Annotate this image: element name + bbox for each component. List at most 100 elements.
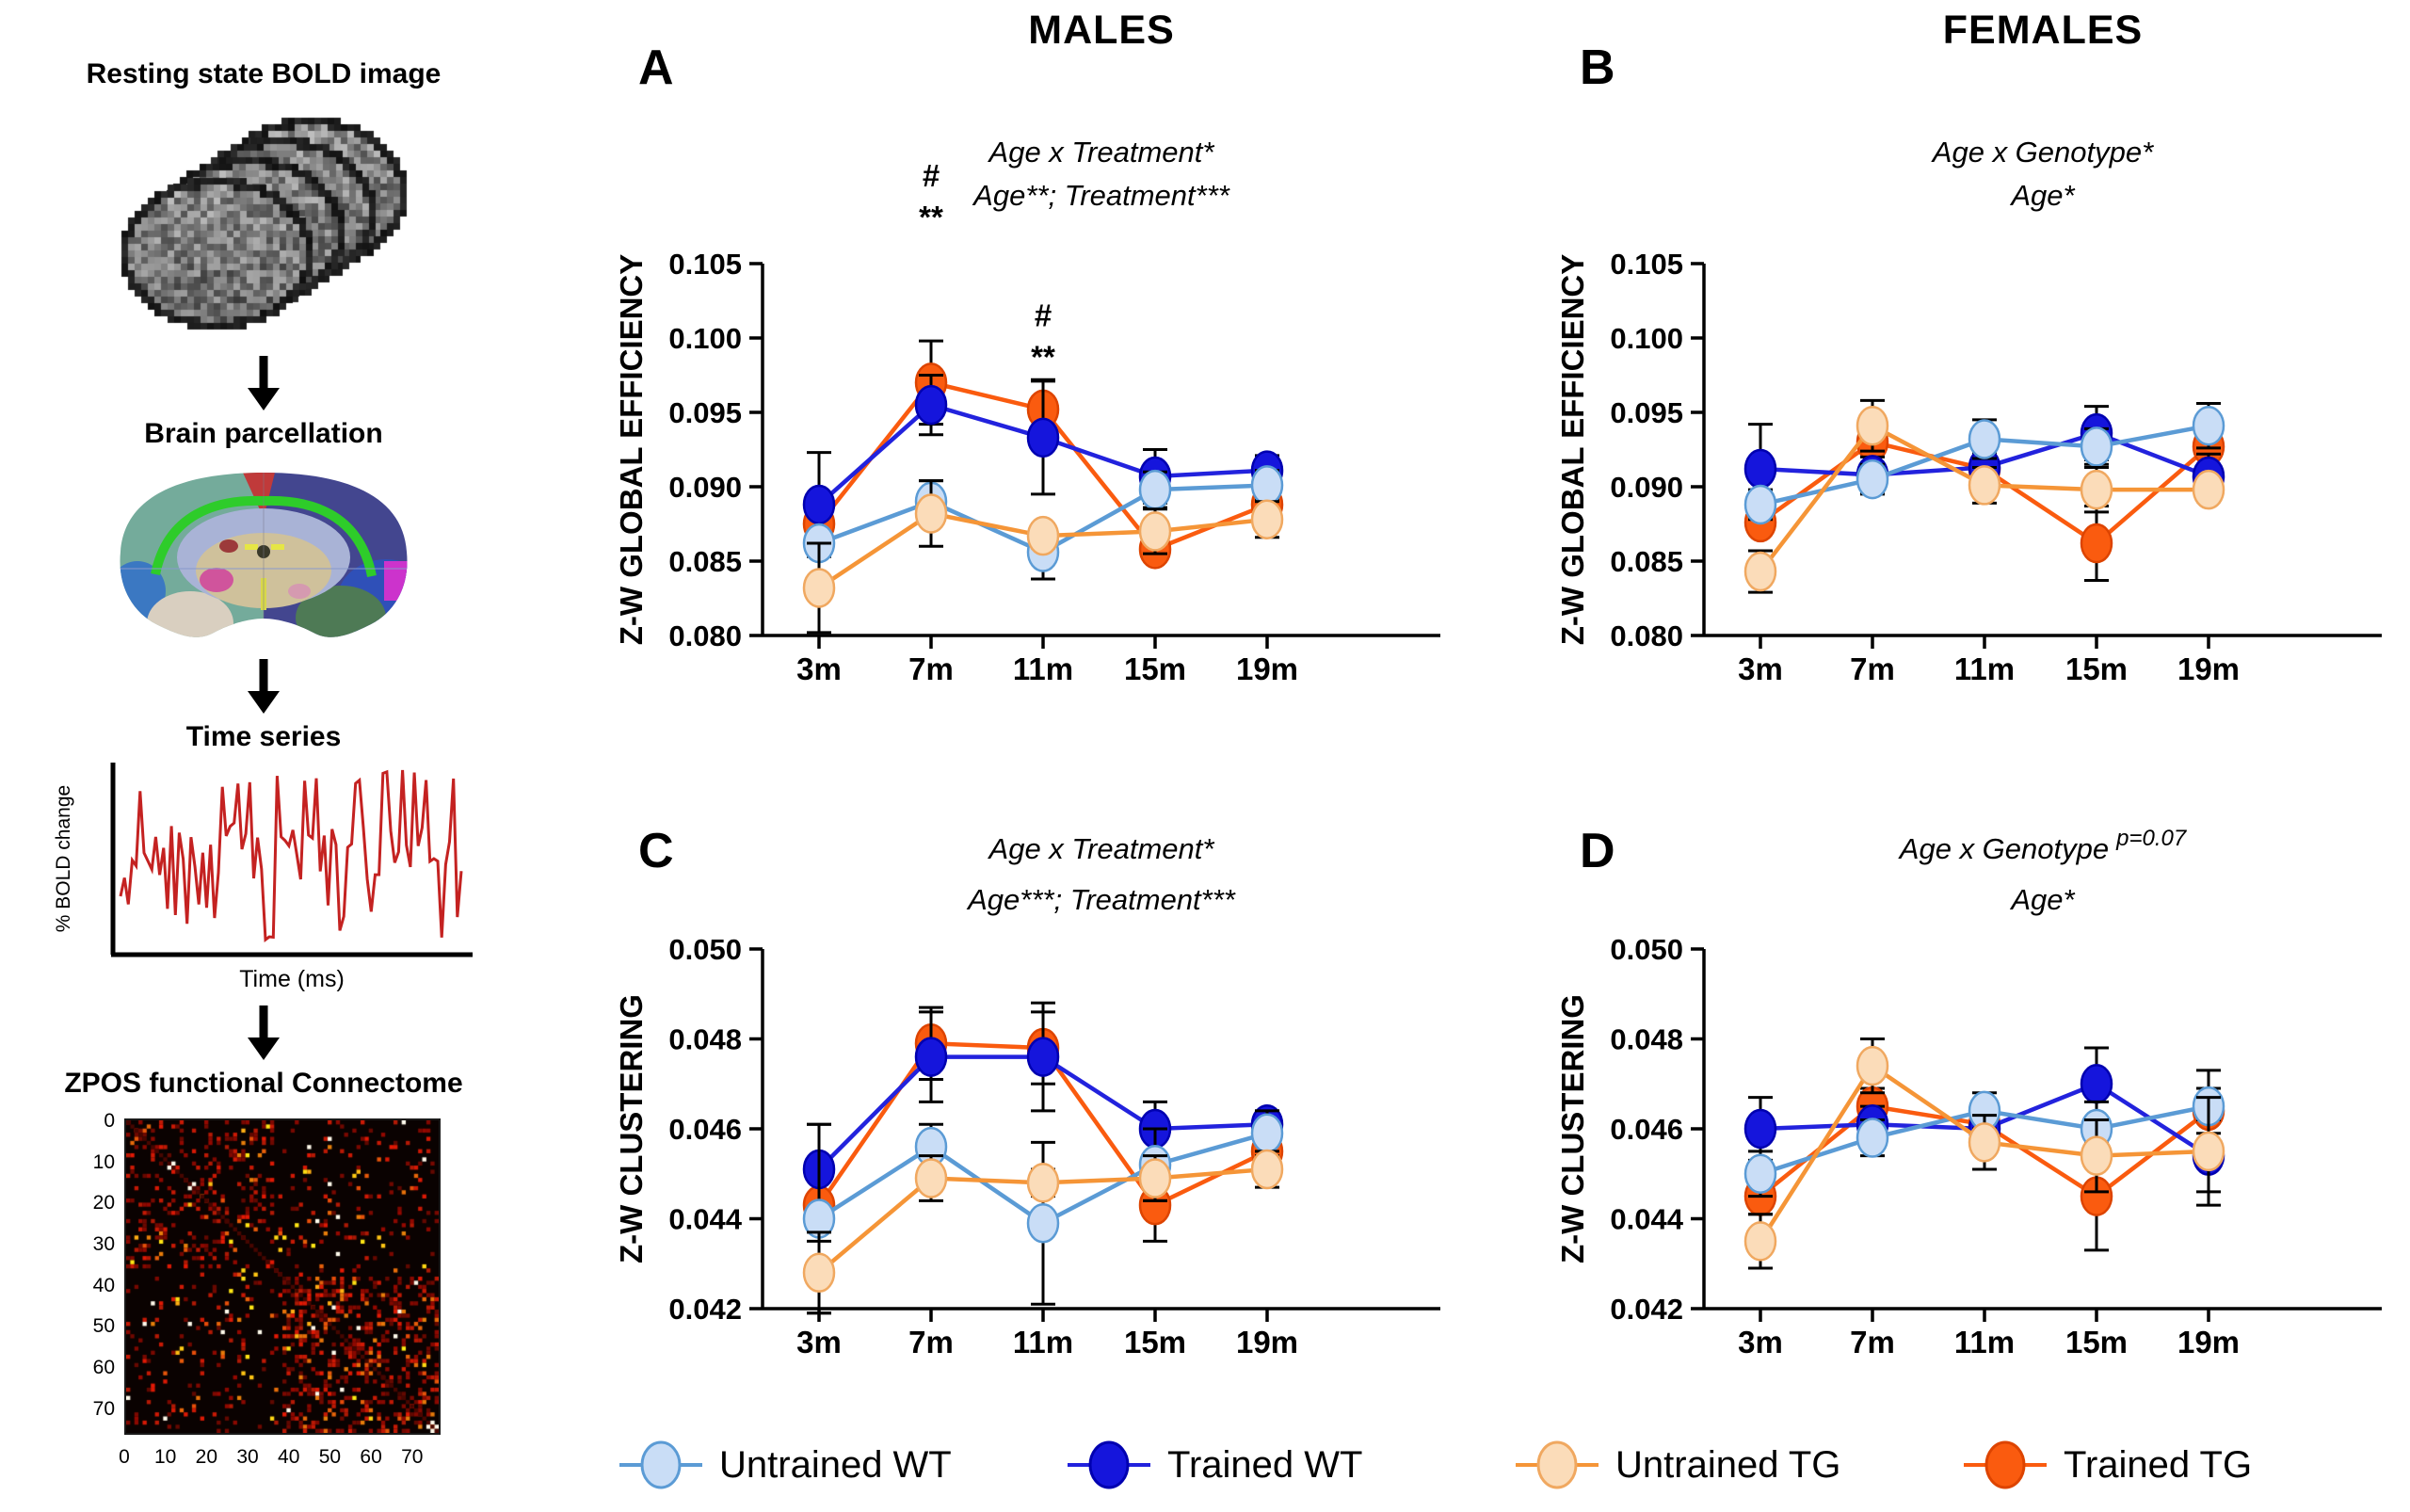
data-point-untrained_wt-19m — [1250, 465, 1284, 506]
legend-item-untrained_tg: Untrained TG — [1514, 1435, 1962, 1495]
data-point-untrained_tg-15m — [2080, 1135, 2113, 1176]
svg-text:0.048: 0.048 — [1610, 1023, 1683, 1056]
data-point-untrained_wt-7m — [1856, 458, 1889, 500]
data-point-untrained_wt-19m — [2192, 405, 2225, 446]
tick-labels: 0.080 0.085 0.090 0.095 0.100 0.105 3m 7m 11m 15m… — [668, 248, 1298, 686]
data-point-untrained_tg-7m — [914, 493, 948, 534]
data-point-untrained_tg-19m — [1250, 1149, 1284, 1190]
svg-text:7m: 7m — [1850, 651, 1895, 686]
svg-text:19m: 19m — [1236, 651, 1298, 686]
connectome-x-tick: 40 — [278, 1446, 300, 1468]
chart-panel-D: Age x Genotype p=0.07Age*0.0420.0440.0460… — [1555, 826, 2382, 1359]
svg-text:3m: 3m — [796, 651, 842, 686]
bold-image-stack — [108, 111, 419, 348]
significance-annotation: # ** — [919, 158, 943, 234]
down-arrow-icon — [248, 356, 280, 410]
data-point-untrained_tg-3m — [1743, 1221, 1777, 1262]
axes — [749, 262, 1440, 649]
svg-text:**: ** — [1031, 339, 1055, 374]
legend-label: Trained TG — [2064, 1443, 2253, 1486]
svg-text:0.105: 0.105 — [1610, 248, 1683, 281]
series-untrained_tg — [802, 1149, 1284, 1315]
connectome-heatmap — [124, 1118, 441, 1435]
svg-text:7m: 7m — [1850, 1325, 1895, 1359]
svg-text:Age x Treatment*: Age x Treatment* — [988, 136, 1215, 169]
connectome-x-tick: 20 — [195, 1446, 218, 1468]
data-point-untrained_tg-11m — [1968, 1122, 2001, 1163]
svg-text:0.080: 0.080 — [1610, 619, 1683, 652]
svg-text:19m: 19m — [2177, 651, 2240, 686]
svg-text:0.044: 0.044 — [1610, 1203, 1683, 1236]
svg-text:19m: 19m — [1236, 1325, 1298, 1359]
svg-text:0.042: 0.042 — [1610, 1293, 1683, 1326]
svg-text:0.090: 0.090 — [1610, 471, 1683, 504]
functional-connectome-matrix: 0 10 20 30 40 50 60 70 0 10 20 30 40 50 60 70 — [66, 1110, 461, 1488]
svg-text:0.042: 0.042 — [668, 1293, 742, 1326]
svg-text:0.095: 0.095 — [1610, 396, 1683, 429]
legend-item-trained_tg: Trained TG — [1962, 1435, 2410, 1495]
y-axis-label: Z-W CLUSTERING — [614, 994, 649, 1263]
panel-letter-C: C — [638, 824, 674, 878]
data-point-untrained_tg-3m — [1743, 551, 1777, 592]
data-point-trained_wt-3m — [1743, 1108, 1777, 1150]
panel-D: D Age x Genotype p=0.07 Age* 0.042 0.044 0.046… — [1469, 757, 2410, 1418]
data-point-untrained_tg-11m — [1026, 1163, 1060, 1203]
svg-text:15m: 15m — [2065, 1325, 2128, 1359]
data-point-untrained_wt-11m — [1026, 1203, 1060, 1244]
svg-text:Age***; Treatment***: Age***; Treatment*** — [966, 883, 1236, 916]
svg-text:11m: 11m — [1013, 651, 1073, 686]
data-point-untrained_wt-15m — [2080, 426, 2113, 467]
svg-text:Age*: Age* — [2009, 179, 2075, 212]
chart-panel-A: Age x Treatment* Age**; Treatment*** 0.080… — [614, 136, 1440, 686]
data-point-untrained_tg-7m — [1856, 1045, 1889, 1086]
females-column-header: FEMALES — [1942, 8, 2144, 53]
analysis-pipeline-diagram: Resting state BOLD image Brain parcellat… — [0, 0, 527, 1512]
data-point-untrained_wt-19m — [1250, 1113, 1284, 1154]
panel-B: B Age x Genotype* Age* 0.080 0.085 0.090 0.095… — [1469, 40, 2410, 757]
panel-A: A Age x Treatment* Age**; Treatment*** 0.08… — [527, 40, 1469, 757]
data-point-untrained_tg-19m — [2192, 469, 2225, 510]
chart-title: Age x Treatment* Age**; Treatment*** — [972, 136, 1230, 212]
tick-labels: 0.042 0.044 0.046 0.048 0.050 3m 7m 11m 15m 19m — [668, 933, 1298, 1359]
svg-text:0.044: 0.044 — [668, 1203, 742, 1236]
svg-text:11m: 11m — [1013, 1325, 1073, 1359]
tick-labels: 0.080 0.085 0.090 0.095 0.100 0.105 3m 7m 11m 15m… — [1610, 248, 2240, 686]
pipeline-step2-title: Brain parcellation — [144, 418, 383, 449]
series-untrained_tg — [802, 479, 1284, 635]
svg-text:3m: 3m — [1738, 651, 1783, 686]
connectome-x-tick: 60 — [360, 1446, 382, 1468]
tick-labels: 0.042 0.044 0.046 0.048 0.050 3m 7m 11m 15m 19m — [1610, 933, 2240, 1359]
svg-text:Age x Treatment*: Age x Treatment* — [988, 832, 1215, 865]
svg-text:0.050: 0.050 — [668, 933, 742, 966]
svg-text:15m: 15m — [2065, 651, 2128, 686]
axes — [1691, 947, 2382, 1322]
time-series-plot: % BOLD change Time (ms) — [53, 763, 473, 992]
males-column-header: MALES — [1028, 8, 1175, 53]
data-point-untrained_tg-11m — [1026, 515, 1060, 556]
brain-parcellation-image — [120, 473, 408, 637]
svg-text:0.085: 0.085 — [1610, 545, 1683, 578]
legend-label: Untrained TG — [1615, 1443, 1841, 1486]
data-point-untrained_tg-15m — [1138, 511, 1172, 552]
data-point-untrained_tg-7m — [1856, 405, 1889, 446]
legend-marker-untrained_tg — [1516, 1440, 1599, 1489]
svg-text:11m: 11m — [1954, 651, 2015, 686]
svg-text:0.095: 0.095 — [668, 396, 742, 429]
series-untrained_wt — [1743, 402, 2225, 525]
svg-text:Age*: Age* — [2009, 883, 2075, 916]
pipeline-step4-title: ZPOS functional Connectome — [64, 1068, 463, 1099]
svg-text:0.050: 0.050 — [1610, 933, 1683, 966]
svg-text:0.080: 0.080 — [668, 619, 742, 652]
data-point-untrained_tg-15m — [2080, 469, 2113, 510]
figure-legend: Untrained WT Trained WT Untrained TG Traine… — [527, 1418, 2410, 1512]
y-axis-label: Z-W GLOBAL EFFICIENCY — [614, 254, 649, 646]
chart-title: Age x Genotype* Age* — [1931, 136, 2154, 212]
chart-panel-C: Age x Treatment* Age***; Treatment*** 0.04… — [614, 832, 1440, 1359]
charts-grid: MALES FEMALES A Age x Treatment* Age**; Tr… — [527, 0, 2410, 1512]
legend-label: Trained WT — [1167, 1443, 1363, 1486]
svg-text:3m: 3m — [1738, 1325, 1783, 1359]
connectome-y-tick: 10 — [92, 1150, 115, 1173]
y-axis-label: Z-W GLOBAL EFFICIENCY — [1555, 254, 1590, 646]
